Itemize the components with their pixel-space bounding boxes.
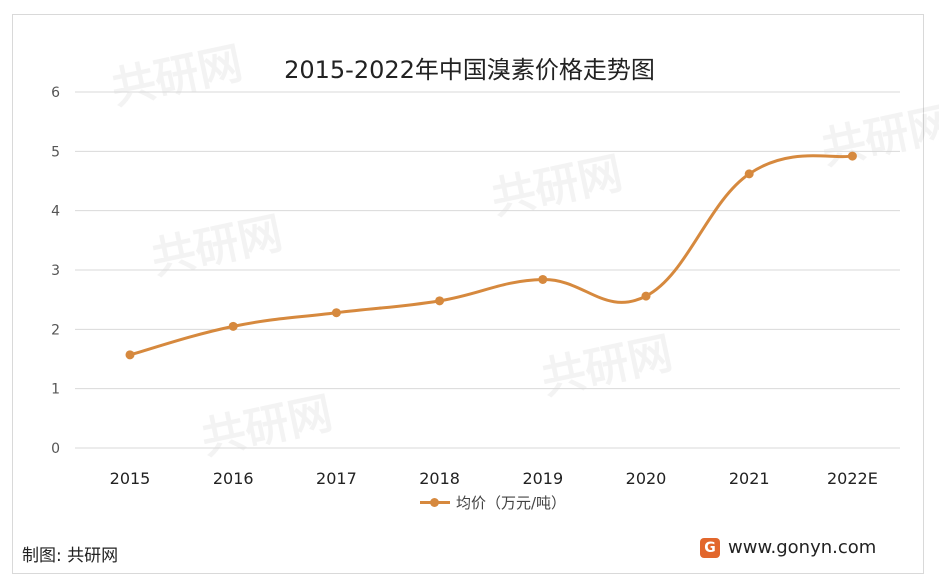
x-tick-label: 2020 xyxy=(626,469,667,488)
data-point xyxy=(125,350,135,360)
website-credit: G www.gonyn.com xyxy=(700,537,876,558)
x-tick-label: 2019 xyxy=(522,469,563,488)
y-tick-label: 5 xyxy=(51,144,60,160)
x-tick-label: 2021 xyxy=(729,469,770,488)
legend: 均价（万元/吨） xyxy=(420,492,566,513)
y-tick-label: 2 xyxy=(51,322,60,338)
data-point xyxy=(435,296,445,306)
chart-title: 2015-2022年中国溴素价格走势图 xyxy=(284,56,655,84)
x-tick-label: 2018 xyxy=(419,469,460,488)
y-tick-label: 4 xyxy=(51,204,60,220)
data-point xyxy=(538,274,548,284)
source-label: 制图: 共研网 xyxy=(22,546,119,566)
y-tick-label: 1 xyxy=(51,382,60,398)
data-point xyxy=(228,321,238,331)
legend-swatch xyxy=(420,498,450,507)
data-point xyxy=(641,291,651,301)
website-text: www.gonyn.com xyxy=(728,537,877,558)
gonyn-logo-icon: G xyxy=(700,537,720,558)
y-tick-label: 0 xyxy=(51,441,60,457)
x-tick-label: 2017 xyxy=(316,469,357,488)
legend-label: 均价（万元/吨） xyxy=(456,494,567,512)
series-line xyxy=(129,154,853,357)
data-point xyxy=(331,308,341,318)
x-tick-label: 2015 xyxy=(110,469,151,488)
x-tick-label: 2016 xyxy=(213,469,254,488)
x-tick-label: 2022E xyxy=(827,469,878,488)
y-tick-label: 3 xyxy=(51,263,60,279)
y-tick-label: 6 xyxy=(51,85,60,101)
data-point xyxy=(847,151,857,161)
data-point xyxy=(744,169,754,179)
